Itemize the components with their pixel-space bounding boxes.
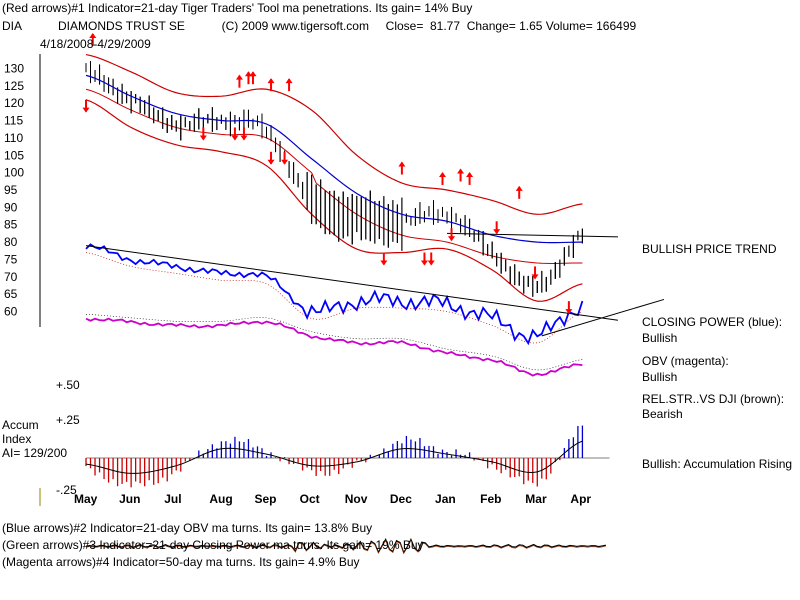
x-tick-label: Jan <box>435 492 456 506</box>
obv-ma <box>85 314 583 371</box>
x-tick-label: Oct <box>300 492 320 506</box>
y-tick-label: 100 <box>4 166 24 180</box>
footer-blue: (Blue arrows)#2 Indicator=21-day OBV ma … <box>2 521 373 535</box>
price-resistance-line <box>447 232 619 238</box>
buy-arrow <box>531 266 539 280</box>
buy-arrow <box>380 252 388 266</box>
rel-strength-value: Bearish <box>642 407 683 421</box>
price-trend-label: BULLISH PRICE TREND <box>642 242 777 256</box>
y-tick-label: 110 <box>4 131 23 145</box>
accum-lower-label: -.25 <box>56 483 77 497</box>
x-tick-label: Mar <box>525 492 547 506</box>
ma-line <box>85 74 583 244</box>
buy-arrow <box>82 99 90 113</box>
rel-strength-title: REL.STR..VS DJI (brown): <box>642 392 785 406</box>
y-tick-label: 60 <box>4 305 18 319</box>
sell-arrow <box>235 74 243 88</box>
sell-arrow <box>457 168 465 182</box>
y-tick-label: 130 <box>4 61 24 75</box>
buy-arrow <box>420 252 428 266</box>
obv-line <box>85 317 583 377</box>
sell-arrow <box>267 78 275 92</box>
x-tick-label: Aug <box>209 492 232 506</box>
axis-labels: 130 125 120 115 110 105 100 95 90 85 80 75 70 65 60 May… <box>4 61 591 506</box>
sell-arrow <box>439 171 447 185</box>
accumulation-index <box>39 425 610 506</box>
header-line-1: (Red arrows)#1 Indicator=21-day Tiger Tr… <box>2 1 473 15</box>
signal-arrows <box>82 33 573 315</box>
buy-arrow <box>427 252 435 266</box>
relative-strength-line <box>85 538 606 555</box>
cp-downtrend-line <box>85 245 619 321</box>
closing-power-value: Bullish <box>642 331 678 345</box>
cp-uptrend-line <box>541 298 665 337</box>
y-tick-label: 115 <box>4 114 23 128</box>
moving-average <box>85 74 583 244</box>
accum-upper-label: +.50 <box>56 378 80 392</box>
x-tick-label: Feb <box>480 492 501 506</box>
buy-arrow <box>493 221 501 235</box>
accum-title: Accum <box>2 418 39 432</box>
buy-arrow <box>240 127 248 141</box>
y-tick-label: 90 <box>4 200 18 214</box>
header-line-2: DIA DIAMONDS TRUST SE (C) 2009 www.tiger… <box>2 19 637 33</box>
closing-power-title: CLOSING POWER (blue): <box>642 315 783 329</box>
rel-strength-line-brown <box>85 539 606 555</box>
x-tick-label: Nov <box>345 492 368 506</box>
accum-subtitle: Index <box>2 432 32 446</box>
closing-power-line <box>85 243 584 346</box>
closing-power-ma <box>85 252 583 344</box>
buy-arrow <box>448 228 456 242</box>
accum-mid-label: +.25 <box>56 413 80 427</box>
closing-power-line <box>85 243 584 346</box>
price-bars <box>85 61 583 297</box>
buy-arrow <box>231 127 239 141</box>
y-tick-label: 80 <box>4 235 18 249</box>
y-tick-label: 105 <box>4 148 24 162</box>
y-tick-label: 75 <box>4 252 18 266</box>
x-tick-label: May <box>74 492 98 506</box>
x-tick-label: Apr <box>570 492 591 506</box>
obv-value: Bullish <box>642 370 678 384</box>
sell-arrow <box>398 161 406 175</box>
sell-arrow <box>89 33 97 46</box>
rel-strength-line <box>85 538 606 554</box>
y-tick-label: 120 <box>4 96 24 110</box>
y-tick-label: 85 <box>4 218 18 232</box>
obv-line <box>85 314 583 377</box>
accum-status: Bullish: Accumulation Rising <box>642 457 793 471</box>
upper-band <box>85 53 583 215</box>
x-tick-label: Dec <box>390 492 412 506</box>
x-tick-label: Jun <box>119 492 140 506</box>
buy-arrow <box>267 151 275 165</box>
accum-ai: AI= 129/200 <box>2 446 68 460</box>
y-tick-label: 125 <box>4 79 24 93</box>
trend-lines <box>85 232 665 337</box>
sell-arrow <box>466 171 474 185</box>
y-tick-label: 65 <box>4 287 18 301</box>
x-tick-label: Jul <box>164 492 181 506</box>
x-tick-label: Sep <box>255 492 277 506</box>
date-range: 4/18/2008-4/29/2009 <box>40 37 151 51</box>
sell-arrow <box>244 71 252 85</box>
footer-magenta: (Magenta arrows)#4 Indicator=50-day ma t… <box>2 555 360 569</box>
sell-arrow <box>249 71 257 85</box>
y-tick-label: 95 <box>4 183 18 197</box>
buy-arrow <box>565 301 573 315</box>
footer-green: (Green arrows)#3 Indicator=21-day Closin… <box>2 538 424 552</box>
buy-arrow <box>199 127 207 141</box>
buy-arrow <box>281 151 289 165</box>
accum-ma-line <box>85 440 583 474</box>
sell-arrow <box>285 78 293 92</box>
sell-arrow <box>515 185 523 199</box>
y-tick-label: 70 <box>4 270 18 284</box>
obv-title: OBV (magenta): <box>642 354 729 368</box>
